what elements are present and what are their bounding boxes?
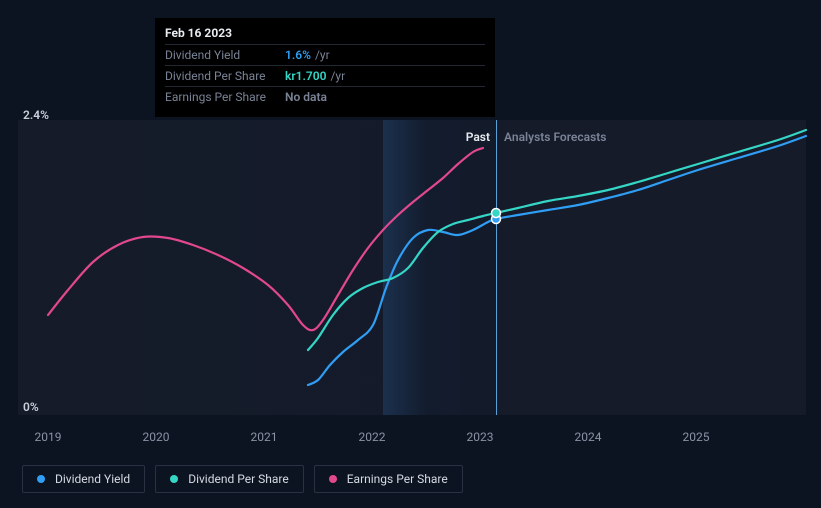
- x-axis-tick: 2025: [683, 430, 710, 444]
- tooltip-row: Earnings Per ShareNo data: [165, 86, 485, 107]
- tooltip-row-label: Dividend Yield: [165, 48, 285, 62]
- x-axis-tick: 2019: [35, 430, 62, 444]
- tooltip-row-value: kr1.700: [285, 69, 326, 83]
- tooltip-row-label: Dividend Per Share: [165, 69, 285, 83]
- legend-label: Dividend Per Share: [188, 472, 289, 486]
- plot-area[interactable]: Past Analysts Forecasts: [18, 120, 806, 415]
- legend-item[interactable]: Dividend Per Share: [155, 465, 304, 493]
- legend-dot-icon: [37, 475, 45, 483]
- series-line-dividend_yield: [308, 136, 806, 385]
- legend-label: Dividend Yield: [55, 472, 130, 486]
- x-axis-tick: 2022: [359, 430, 386, 444]
- tooltip-row-value: 1.6%: [285, 48, 311, 62]
- legend-item[interactable]: Dividend Yield: [22, 465, 145, 493]
- chart-lines: [18, 120, 806, 415]
- legend-label: Earnings Per Share: [347, 472, 448, 486]
- tooltip-row-unit: /yr: [330, 69, 345, 83]
- series-line-dividend_per_share: [308, 130, 806, 350]
- x-axis-tick: 2024: [575, 430, 602, 444]
- legend-item[interactable]: Earnings Per Share: [314, 465, 463, 493]
- x-axis-tick: 2023: [467, 430, 494, 444]
- x-axis-tick: 2021: [251, 430, 278, 444]
- legend-dot-icon: [170, 475, 178, 483]
- tooltip-row-label: Earnings Per Share: [165, 90, 285, 104]
- x-axis-tick: 2020: [143, 430, 170, 444]
- tooltip-row-value: No data: [285, 90, 327, 104]
- tooltip-date: Feb 16 2023: [165, 26, 485, 44]
- cursor-dot-dividend_per_share: [492, 209, 501, 218]
- chart-tooltip: Feb 16 2023 Dividend Yield1.6%/yrDividen…: [155, 18, 495, 117]
- tooltip-row: Dividend Yield1.6% /yr: [165, 44, 485, 65]
- x-axis: 2019 2020 2021 2022 2023 2024 2025: [18, 430, 806, 450]
- series-line-earnings_per_share: [48, 148, 483, 330]
- y-axis-min-label: 0%: [23, 400, 39, 414]
- chart-container: 2.4% Past Analysts Forecasts 0%: [18, 100, 806, 430]
- tooltip-row-unit: /yr: [315, 48, 330, 62]
- legend-dot-icon: [329, 475, 337, 483]
- legend: Dividend Yield Dividend Per Share Earnings…: [22, 465, 463, 493]
- tooltip-row: Dividend Per Sharekr1.700/yr: [165, 65, 485, 86]
